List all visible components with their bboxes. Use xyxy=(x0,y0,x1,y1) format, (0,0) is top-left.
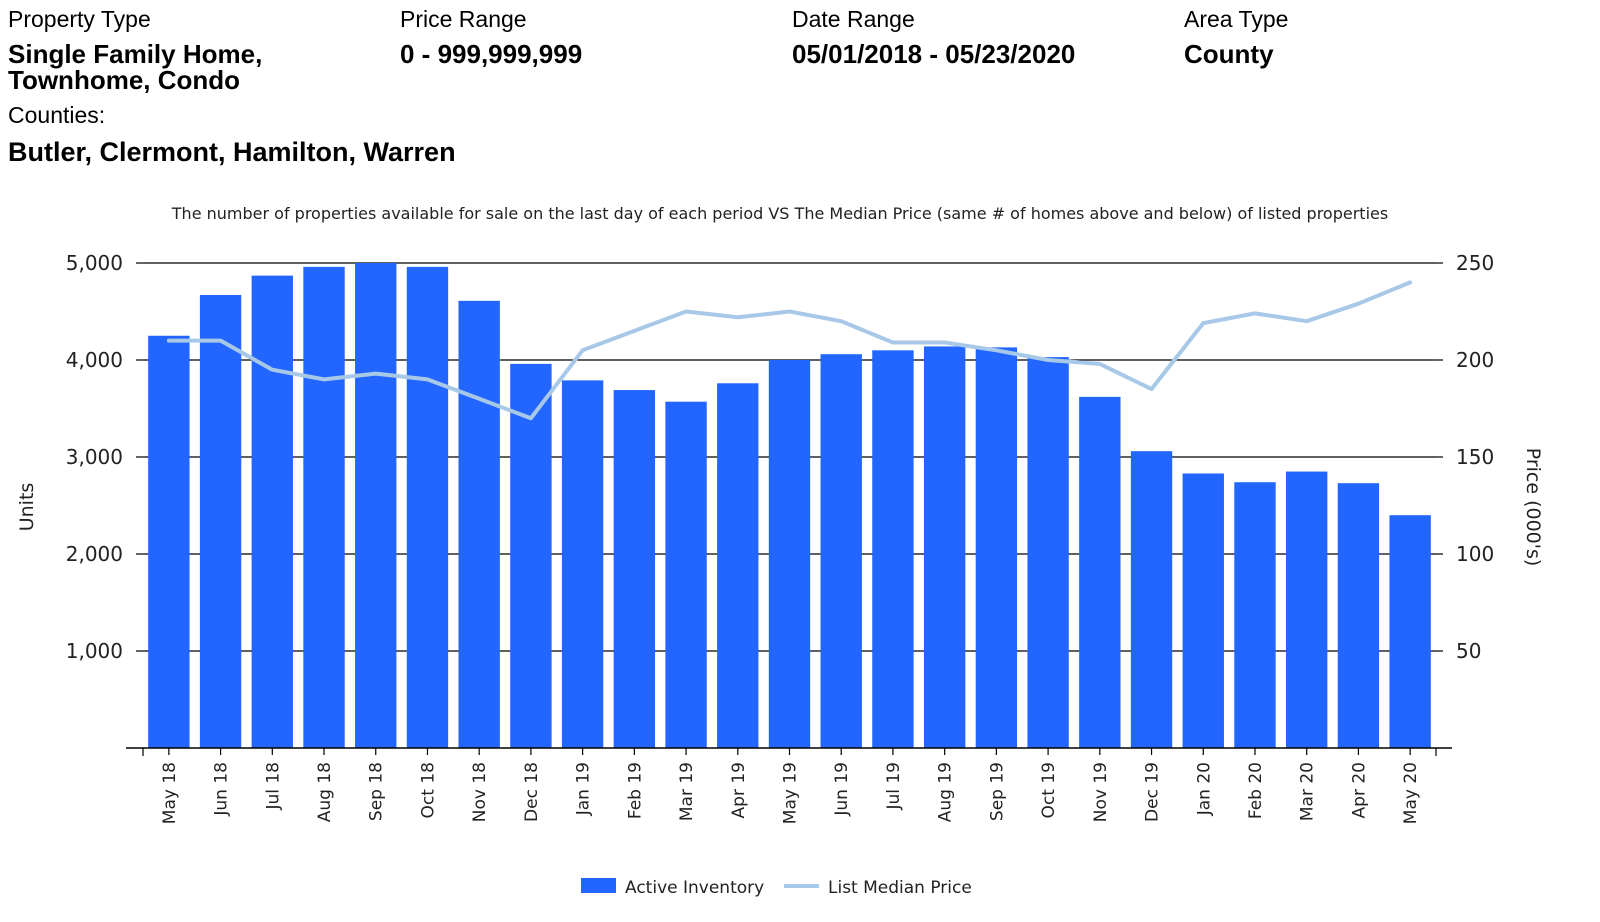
bar-active-inventory xyxy=(510,363,552,748)
bar-active-inventory xyxy=(355,263,397,748)
x-tick-label: Apr 20 xyxy=(1349,762,1369,818)
x-tick-label: May 19 xyxy=(781,762,801,824)
y2-tick-label: 100 xyxy=(1456,542,1494,566)
date-range-value: 05/01/2018 - 05/23/2020 xyxy=(792,39,1076,69)
bar-active-inventory xyxy=(303,266,345,748)
x-tick-label: Mar 19 xyxy=(677,762,697,821)
bar-active-inventory xyxy=(717,383,759,748)
price-range-value: 0 - 999,999,999 xyxy=(400,39,583,69)
bar-active-inventory xyxy=(1234,482,1276,748)
bar-active-inventory xyxy=(1130,451,1173,748)
bar-active-inventory xyxy=(251,275,293,748)
x-tick-label: Feb 19 xyxy=(625,762,645,819)
y2-tick-label: 250 xyxy=(1456,251,1494,275)
x-tick-label: May 20 xyxy=(1401,762,1421,824)
y2-tick-label: 150 xyxy=(1456,445,1494,469)
x-tick-label: Sep 19 xyxy=(987,762,1007,821)
legend: Active Inventory List Median Price xyxy=(581,878,972,898)
x-tick-label: Jan 20 xyxy=(1194,762,1214,816)
bar-active-inventory xyxy=(872,350,914,748)
legend-label-active-inventory: Active Inventory xyxy=(625,878,764,898)
bar-active-inventory xyxy=(1027,357,1069,748)
line-series xyxy=(166,280,1413,421)
property-type-label: Property Type xyxy=(8,6,151,32)
bar-active-inventory xyxy=(1337,483,1380,748)
property-type-value: Single Family Home, Townhome, Condo xyxy=(8,41,262,93)
bar-active-inventory xyxy=(1182,473,1224,748)
y-tick-label: 3,000 xyxy=(66,445,123,469)
y2-tick-label: 200 xyxy=(1456,348,1494,372)
bar-active-inventory xyxy=(665,401,707,748)
x-tick-label: Jan 19 xyxy=(574,762,594,816)
bar-active-inventory xyxy=(820,354,862,748)
y2-tick-label: 50 xyxy=(1456,639,1481,663)
bar-active-inventory xyxy=(148,335,190,748)
legend-label-list-median-price: List Median Price xyxy=(828,878,972,898)
chart-subtitle: The number of properties available for s… xyxy=(171,204,1388,223)
x-tick-label: Sep 18 xyxy=(367,762,387,821)
x-tick-label: Jun 19 xyxy=(832,762,852,817)
y-tick-label: 5,000 xyxy=(66,251,123,275)
x-tick-label: Jun 18 xyxy=(212,762,232,817)
x-tick-label: Dec 18 xyxy=(522,762,542,822)
x-tick-label: Jul 19 xyxy=(884,762,904,811)
bar-series xyxy=(148,263,1431,748)
x-tick-label: Aug 19 xyxy=(936,762,956,822)
x-tick-label: Nov 18 xyxy=(470,762,490,822)
bar-active-inventory xyxy=(406,266,449,748)
property-type-line1: Single Family Home, xyxy=(8,39,263,69)
legend-swatch-active-inventory xyxy=(581,878,616,893)
line-list-median-price xyxy=(166,280,1413,421)
inventory-price-chart: The number of properties available for s… xyxy=(16,204,1544,898)
date-range-label: Date Range xyxy=(792,6,915,32)
x-tick-label: Aug 18 xyxy=(315,762,335,822)
axes: 1,000 50 2,000 100 3,000 150 4,000 200 5,000 250 M… xyxy=(66,251,1494,824)
x-tick-label: May 18 xyxy=(160,762,180,824)
price-range-label: Price Range xyxy=(400,6,527,32)
bar-active-inventory xyxy=(613,390,656,748)
area-type-label: Area Type xyxy=(1184,6,1289,32)
area-type-value: County xyxy=(1184,39,1274,69)
counties-label: Counties: xyxy=(8,102,106,128)
property-type-line2: Townhome, Condo xyxy=(8,65,241,95)
x-tick-label: Jul 18 xyxy=(263,762,283,811)
y-tick-label: 1,000 xyxy=(66,639,123,663)
x-tick-label: Mar 20 xyxy=(1298,762,1318,821)
bar-active-inventory xyxy=(768,360,811,748)
bar-active-inventory xyxy=(1389,515,1431,748)
x-tick-label: Nov 19 xyxy=(1091,762,1111,822)
bar-active-inventory xyxy=(1079,396,1121,748)
x-tick-label: Dec 19 xyxy=(1143,762,1163,822)
bar-active-inventory xyxy=(923,346,966,748)
bar-active-inventory xyxy=(975,347,1018,748)
y-tick-label: 2,000 xyxy=(66,542,123,566)
y2-axis-title: Price (000's) xyxy=(1522,448,1544,567)
y-tick-label: 4,000 xyxy=(66,348,123,372)
x-tick-label: Feb 20 xyxy=(1246,762,1266,819)
x-tick-label: Apr 19 xyxy=(729,762,749,818)
x-tick-label: Oct 18 xyxy=(418,762,438,818)
bar-active-inventory xyxy=(1286,471,1328,748)
y-axis-title: Units xyxy=(16,483,38,532)
bar-active-inventory xyxy=(458,300,500,748)
counties-value: Butler, Clermont, Hamilton, Warren xyxy=(8,137,456,167)
x-tick-label: Oct 19 xyxy=(1039,762,1059,818)
bar-active-inventory xyxy=(199,295,242,748)
bar-active-inventory xyxy=(561,380,604,748)
